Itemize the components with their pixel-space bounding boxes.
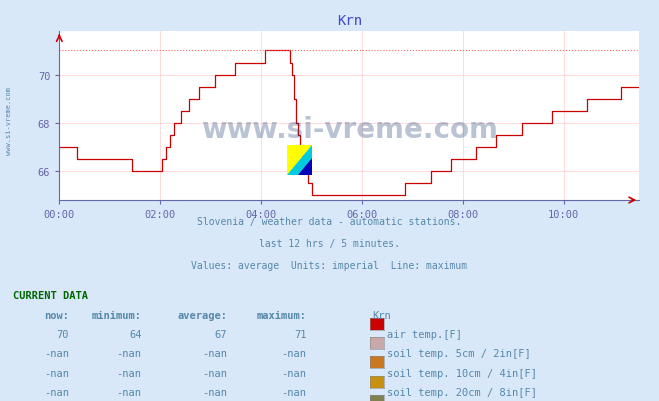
- Polygon shape: [298, 159, 312, 175]
- Text: www.si-vreme.com: www.si-vreme.com: [201, 116, 498, 144]
- Polygon shape: [287, 145, 312, 175]
- Text: 67: 67: [215, 329, 227, 339]
- Text: www.si-vreme.com: www.si-vreme.com: [5, 86, 12, 154]
- Text: -nan: -nan: [44, 348, 69, 358]
- Text: Slovenia / weather data - automatic stations.: Slovenia / weather data - automatic stat…: [197, 217, 462, 227]
- Text: soil temp. 5cm / 2in[F]: soil temp. 5cm / 2in[F]: [387, 348, 530, 358]
- Text: 70: 70: [57, 329, 69, 339]
- Text: -nan: -nan: [44, 387, 69, 397]
- Text: minimum:: minimum:: [92, 310, 142, 320]
- Text: 64: 64: [129, 329, 142, 339]
- Text: -nan: -nan: [281, 348, 306, 358]
- Text: CURRENT DATA: CURRENT DATA: [13, 291, 88, 301]
- Text: maximum:: maximum:: [256, 310, 306, 320]
- Text: -nan: -nan: [202, 387, 227, 397]
- Text: now:: now:: [44, 310, 69, 320]
- Text: air temp.[F]: air temp.[F]: [387, 329, 462, 339]
- Text: soil temp. 10cm / 4in[F]: soil temp. 10cm / 4in[F]: [387, 368, 537, 378]
- Text: average:: average:: [177, 310, 227, 320]
- Text: last 12 hrs / 5 minutes.: last 12 hrs / 5 minutes.: [259, 239, 400, 249]
- Text: -nan: -nan: [281, 387, 306, 397]
- Text: soil temp. 20cm / 8in[F]: soil temp. 20cm / 8in[F]: [387, 387, 537, 397]
- Polygon shape: [287, 145, 312, 175]
- Text: 71: 71: [294, 329, 306, 339]
- Text: Krn: Krn: [372, 310, 391, 320]
- Text: -nan: -nan: [44, 368, 69, 378]
- Text: -nan: -nan: [202, 368, 227, 378]
- Text: -nan: -nan: [281, 368, 306, 378]
- Title: Krn: Krn: [337, 14, 362, 28]
- Text: -nan: -nan: [202, 348, 227, 358]
- Text: Values: average  Units: imperial  Line: maximum: Values: average Units: imperial Line: ma…: [191, 261, 468, 271]
- Text: -nan: -nan: [117, 368, 142, 378]
- Text: -nan: -nan: [117, 348, 142, 358]
- Text: -nan: -nan: [117, 387, 142, 397]
